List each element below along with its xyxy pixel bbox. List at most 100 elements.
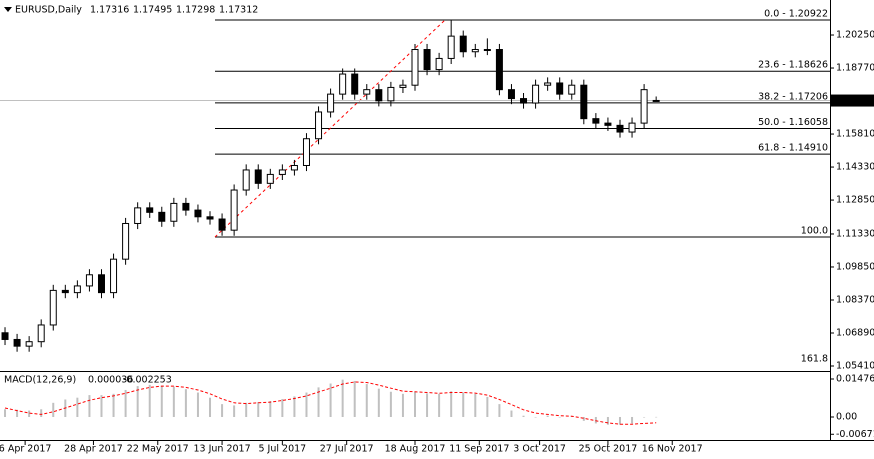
candle-body <box>13 338 21 347</box>
x-tick-label: 16 Nov 2017 <box>642 444 703 455</box>
x-tick-label: 3 Oct 2017 <box>513 444 566 455</box>
macd-value: 0.000036 <box>88 375 133 386</box>
macd-title: MACD(12,26,9) <box>4 375 76 386</box>
candle-body <box>544 82 552 86</box>
x-tick-label: 11 Sep 2017 <box>449 444 509 455</box>
macd-bar <box>76 397 79 417</box>
y-tick-label: 1.08370 <box>836 294 874 305</box>
candle-body <box>73 285 81 294</box>
fib-level-label: 161.8 <box>801 354 828 365</box>
y-tick-label: -0.006713 <box>836 429 874 440</box>
macd-bar <box>534 416 537 418</box>
candle-body <box>411 49 419 86</box>
candle-body <box>49 289 57 326</box>
macd-bar <box>655 416 658 418</box>
macd-bar <box>462 392 465 417</box>
candle-body <box>290 164 298 171</box>
x-tick-label: 13 Jun 2017 <box>193 444 250 455</box>
candle-body <box>302 138 310 166</box>
macd-bar <box>112 393 115 417</box>
candle-body <box>616 124 624 133</box>
candle-body <box>122 222 130 260</box>
macd-bar <box>88 395 91 417</box>
macd-bar <box>329 383 332 417</box>
macd-bar <box>293 396 296 417</box>
macd-bar <box>486 396 489 417</box>
macd-bar <box>257 402 260 417</box>
candle-body <box>640 89 648 124</box>
candle-body <box>146 207 154 213</box>
macd-bar <box>148 384 151 417</box>
fib-level-label: 50.0 - 1.16058 <box>758 117 828 128</box>
signal-value: -0.002253 <box>123 375 172 386</box>
candle-body <box>97 274 105 294</box>
macd-bar <box>643 416 646 418</box>
candle-body <box>387 86 395 102</box>
ohlc-value: 1.17298 <box>176 5 215 16</box>
x-tick-label: 18 Aug 2017 <box>385 444 446 455</box>
candle-body <box>182 202 190 211</box>
x-tick-label: 27 Jul 2017 <box>320 444 374 455</box>
symbol-menu-icon[interactable] <box>4 7 12 12</box>
y-tick-label: 1.14330 <box>836 162 874 173</box>
candle-body <box>254 169 262 184</box>
ohlc-value: 1.17495 <box>133 5 172 16</box>
macd-bar <box>498 404 501 417</box>
candle-body <box>628 122 636 133</box>
candle-body <box>218 218 226 231</box>
x-tick-label: 6 Apr 2017 <box>0 444 51 455</box>
macd-bar <box>414 391 416 417</box>
macd-bar <box>558 416 561 418</box>
candle-body <box>242 169 250 191</box>
candle-body <box>170 202 178 222</box>
candle-body <box>230 189 238 231</box>
y-tick-label: 1.05410 <box>836 361 874 372</box>
macd-bar <box>281 398 284 417</box>
macd-bar <box>618 416 621 425</box>
candle-body <box>339 73 347 95</box>
macd-bar <box>582 416 585 421</box>
macd-bar <box>389 391 392 417</box>
candle-body <box>375 89 383 102</box>
macd-bar <box>631 416 634 424</box>
candle-body <box>1 332 9 340</box>
candle-body <box>315 111 323 140</box>
x-tick-label: 22 May 2017 <box>127 444 189 455</box>
fib-level-label: 0.0 - 1.20922 <box>764 9 828 20</box>
macd-bar <box>570 416 573 417</box>
macd-bar <box>245 402 248 417</box>
y-tick-label: 0.00 <box>836 411 857 422</box>
candle-body <box>61 289 69 294</box>
candle-body <box>158 211 166 222</box>
candle-body <box>447 35 455 59</box>
candle-body <box>435 57 443 71</box>
candle-body <box>37 324 45 343</box>
main-panel: 1.20250 1.18770 1.15810 1.14330 1.12850 1.113… <box>0 9 874 372</box>
macd-bar <box>136 386 139 417</box>
candle-body <box>85 274 93 287</box>
x-tick-label: 5 Jul 2017 <box>258 444 306 455</box>
candle-body <box>507 89 515 100</box>
y-tick-label: 1.20250 <box>836 30 874 41</box>
candle-body <box>532 84 540 104</box>
current-price-label: 1.17312 <box>834 95 873 106</box>
ohlc-value: 1.17316 <box>90 5 129 16</box>
fib-level-label: 100.0 <box>801 225 828 236</box>
macd-bar <box>474 393 477 417</box>
macd-bar <box>510 410 513 417</box>
y-tick-label: 0.014763 <box>836 373 874 384</box>
candle-body <box>471 49 479 53</box>
signal-line <box>4 381 657 425</box>
candle-body <box>194 209 202 218</box>
macd-bar <box>522 415 525 417</box>
x-tick-label: 25 Oct 2017 <box>579 444 638 455</box>
macd-bar <box>317 387 320 417</box>
macd-bar <box>40 409 43 417</box>
fib-level-label: 38.2 - 1.17206 <box>758 91 828 102</box>
candle-body <box>110 258 118 294</box>
candle-body <box>399 84 407 88</box>
macd-bar <box>401 393 404 417</box>
candle-body <box>134 207 142 224</box>
macd-bar <box>221 404 224 417</box>
